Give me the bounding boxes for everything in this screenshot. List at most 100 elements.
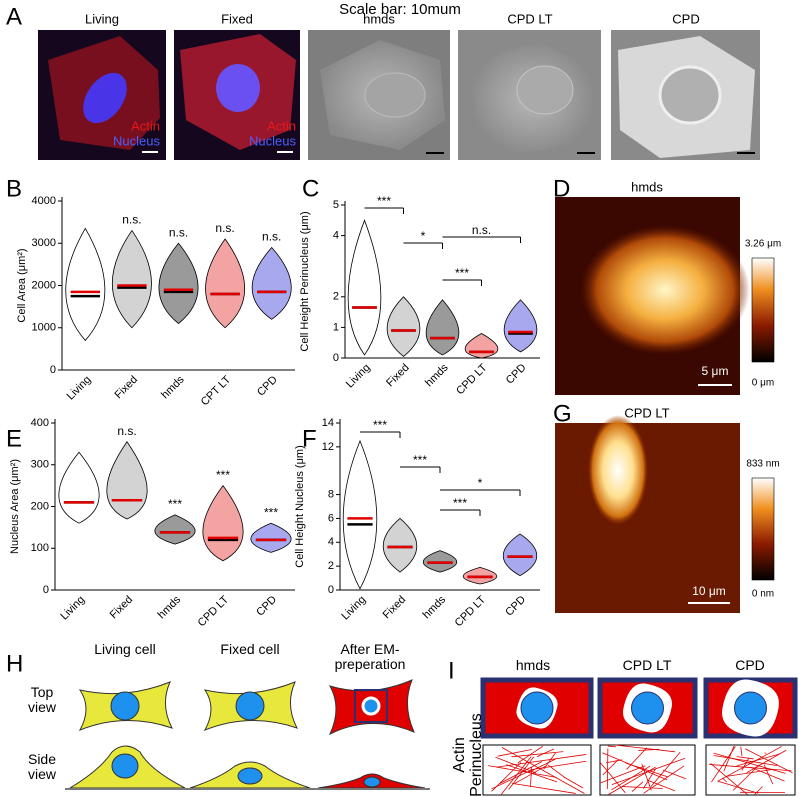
significance-label: *** [453,496,467,510]
y-tick-label: 4 [328,536,334,548]
x-tick-label: hmds [423,361,451,389]
column-label: Fixed cell [220,641,280,657]
actin-fiber [641,763,652,791]
actin-fiber [600,765,646,784]
actin-fiber [650,752,681,787]
stain-label: Actin [131,118,160,133]
y-axis-label: Cell Area (μm²) [16,248,28,322]
sem-image [611,30,760,160]
actin-fiber [611,757,686,786]
actin-fiber [530,760,587,771]
actin-fiber [750,766,785,782]
actin-fiber [501,747,585,794]
cell-diagram [65,679,430,790]
actin-fiber [499,761,543,784]
significance-label: *** [413,453,427,467]
y-tick-label: 12 [322,441,334,453]
x-tick-label: hmds [421,593,449,621]
colorbar-label: 3.26 μm [745,239,781,250]
actin-fiber [741,757,750,771]
actin-fiber [626,747,648,770]
colorbar [751,257,775,363]
violin [202,484,244,562]
violin [250,522,292,553]
y-tick-label: 0 [328,584,334,596]
column-label: After EM-preperation [334,641,406,672]
y-tick-label: 0 [333,352,339,364]
x-tick-label: Living [65,374,94,403]
fluorescence-image [174,30,300,160]
column-label: hmds [515,657,551,673]
y-tick-label: 6 [328,512,334,524]
actin-fiber [746,749,787,774]
x-tick-label: CPT LT [199,374,234,409]
y-tick-label: 1000 [32,322,56,334]
y-tick-label: 8 [328,488,334,500]
violin [342,439,378,590]
violin [106,441,148,520]
nucleus [520,691,554,725]
actin-fiber [491,762,522,792]
actin-fiber [495,754,587,768]
colorbar-label: 833 nm [746,459,779,470]
violin [503,299,538,353]
actin-fiber [643,765,685,794]
y-tick-label: 2 [328,560,334,572]
actin-fiber [713,755,778,766]
y-tick-label: 5 [333,199,339,211]
significance-label: n.s. [122,213,141,227]
y-tick-label: 4000 [32,195,56,207]
actin-fiber [713,752,786,774]
actin-fiber [710,763,748,795]
x-tick-label: Fixed [108,594,136,622]
significance-label: n.s. [215,221,234,235]
x-tick-label: hmds [159,373,187,401]
significance-label: * [478,476,483,490]
y-tick-label: 200 [31,500,49,512]
actin-fiber [606,748,609,790]
y-tick-label: 3000 [32,237,56,249]
significance-label: *** [168,497,182,511]
actin-fiber [615,744,676,753]
actin-diagram [480,677,798,796]
image-title: CPD LT [624,405,669,420]
violin [65,227,106,342]
actin-fiber [638,748,660,751]
y-tick-label: 100 [31,542,49,554]
violin [425,299,460,356]
scale-bar-label: 10 μm [692,584,726,598]
x-tick-label: Living [58,594,87,623]
column-label: Living cell [94,641,156,657]
y-tick-label: 2 [333,291,339,303]
x-tick-label: CPD LT [453,594,489,630]
actin-fiber [740,746,743,757]
x-tick-label: Fixed [384,362,412,390]
significance-label: *** [216,468,230,482]
row-label: Side view [27,751,57,782]
actin-fiber [711,746,736,783]
actin-fiber [563,776,584,789]
row-label: Top view [27,684,56,715]
sem-image [458,30,601,160]
afm-image [555,197,750,395]
significance-label: *** [377,194,391,208]
image-label: hmds [363,11,395,26]
violin [386,296,421,357]
violin [154,514,196,545]
colorbar-label: 0 μm [752,378,774,389]
actin-fiber [647,779,675,792]
actin-fiber [543,752,556,770]
column-label: CPD [735,657,765,673]
y-tick-label: 4 [333,230,339,242]
y-tick-label: 14 [322,417,334,429]
panel-label: B [6,175,22,202]
actin-fiber [529,766,533,787]
sem-image [308,30,450,160]
actin-fiber [736,756,754,760]
significance-label: *** [373,418,387,432]
colorbar-label: 0 nm [752,589,774,600]
actin-fiber [511,751,564,758]
significance-label: n.s. [472,223,491,237]
actin-fiber [488,765,557,778]
actin-fiber [611,765,651,791]
